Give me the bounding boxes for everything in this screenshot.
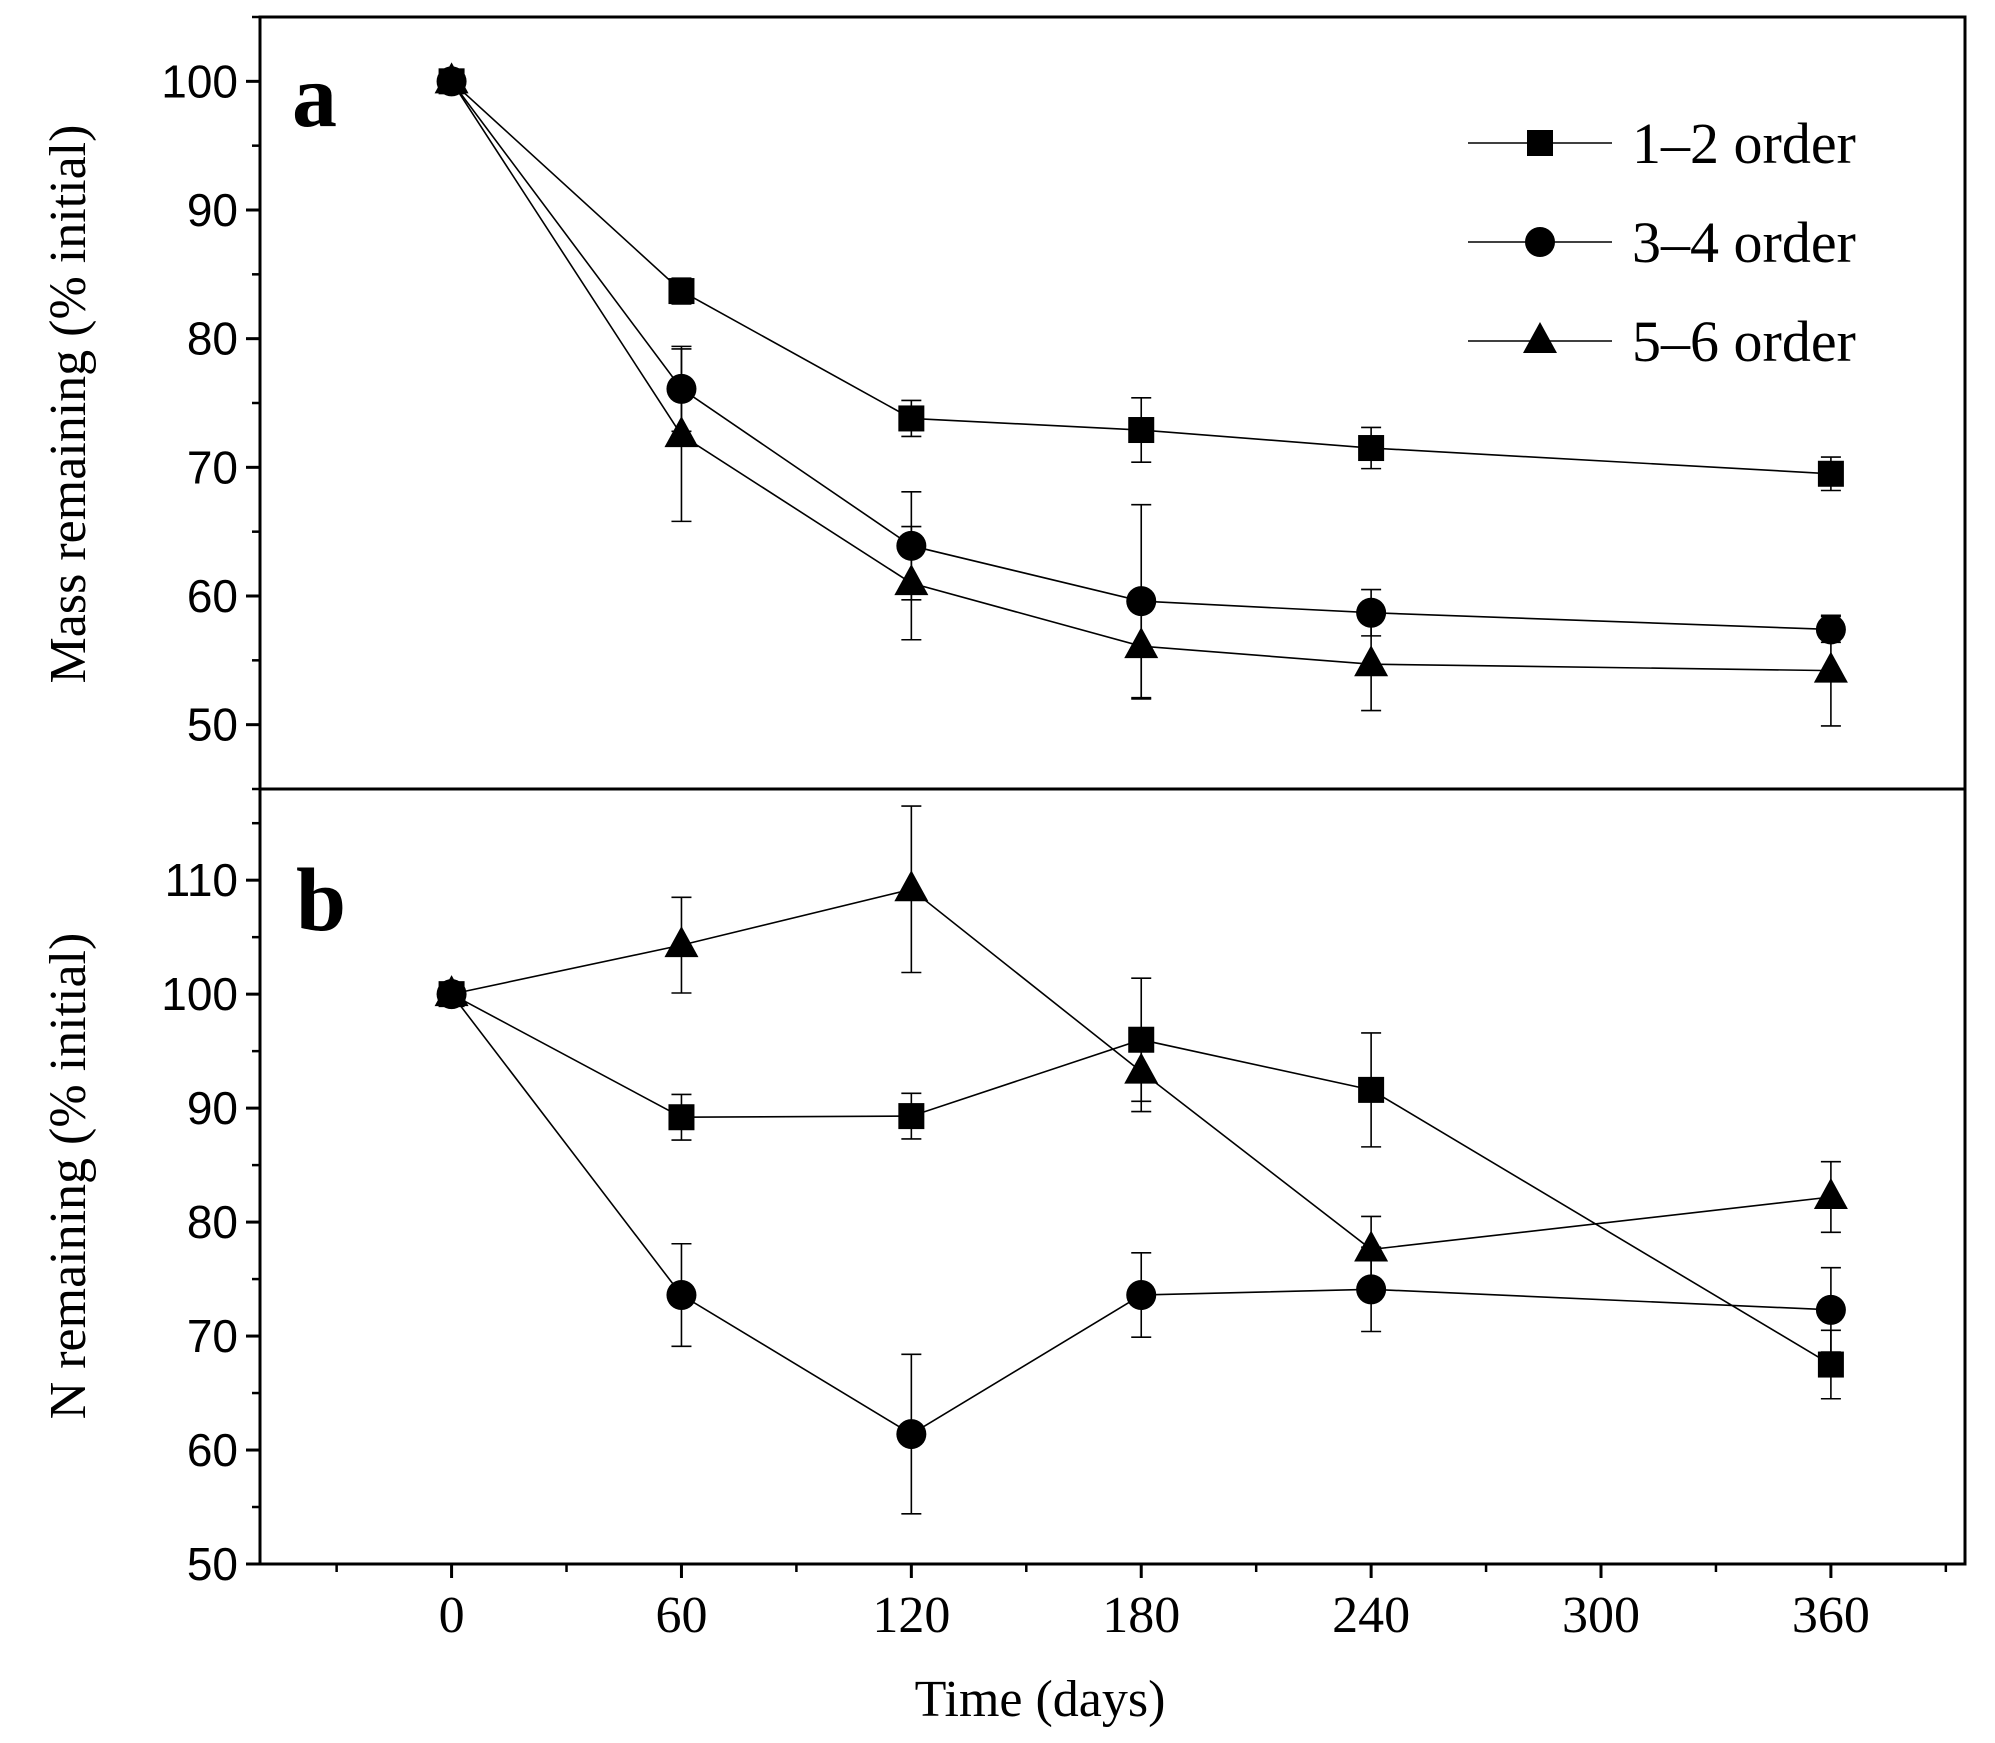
panel-a-5-6-order-point: [1813, 651, 1848, 683]
panel-b-3-4-order-point: [666, 1280, 697, 1311]
panel-a-5-6-order-point: [1124, 627, 1159, 659]
panel-a-y-tick-label: 70: [187, 441, 238, 493]
legend-label: 3–4 order: [1632, 210, 1856, 275]
x-tick-label: 240: [1332, 1587, 1410, 1644]
panel-a-y-tick-label: 50: [187, 699, 238, 751]
panel-b-y-axis-title: N remaining (% initial): [40, 933, 97, 1420]
panel-a-1-2-order-point: [898, 405, 925, 432]
panel-a-label: a: [292, 47, 337, 146]
panel-b-5-6-order-point: [1124, 1052, 1159, 1084]
legend-label: 5–6 order: [1632, 309, 1856, 374]
x-tick-label: 180: [1102, 1587, 1180, 1644]
panel-b-1-2-order-line: [451, 993, 1832, 1366]
x-axis-title: Time (days): [915, 1671, 1166, 1728]
legend-label: 1–2 order: [1632, 111, 1856, 176]
panel-a-5-6-order-point: [434, 62, 469, 94]
panel-a-5-6-order-line: [450, 80, 1831, 672]
panel-b-y-tick-label: 70: [187, 1310, 238, 1362]
x-tick-label: 0: [439, 1587, 465, 1644]
panel-a-5-6-order-point: [664, 416, 699, 448]
x-tick-label: 360: [1792, 1587, 1870, 1644]
legend-marker: [1523, 322, 1557, 353]
panel-b-1-2-order-point: [668, 1104, 695, 1131]
legend: 1–2 order 3–4 order 5–6 order: [1468, 111, 1856, 374]
panel-b-series: [434, 805, 1848, 1515]
panel-b-y-tick-label: 110: [165, 854, 238, 906]
panel-a-y-tick-label: 80: [187, 313, 238, 365]
legend-marker: [1525, 227, 1555, 257]
panel-b: 50 60 70 80 90 100 110 b N remaining (% initia…: [40, 787, 1967, 1590]
x-tick-label: 120: [872, 1587, 950, 1644]
panel-b-5-6-order-point: [664, 926, 699, 958]
panel-b-y-tick-label: 100: [161, 968, 238, 1020]
panel-b-3-4-order-point: [1126, 1280, 1157, 1311]
panel-b-frame: [258, 787, 1967, 1566]
panel-b-3-4-order-line: [450, 993, 1831, 1436]
panel-a-5-6-order-point: [1354, 645, 1389, 677]
panel-a-y-axis-title: Mass remaining (% initial): [40, 125, 97, 684]
panel-a-y-tick-label: 90: [187, 184, 238, 236]
panel-b-1-2-order-point: [898, 1103, 925, 1130]
panel-b-5-6-order-point: [1813, 1178, 1848, 1210]
panel-b-axes: 50 60 70 80 90 100 110: [161, 821, 260, 1590]
panel-a-5-6-order-point: [894, 564, 929, 596]
panel-b-y-tick-label: 80: [187, 1196, 238, 1248]
x-tick-label: 60: [655, 1587, 707, 1644]
x-axis: 0 60 120 180 240 300 360: [335, 1564, 1948, 1644]
panel-b-5-6-order-point: [434, 975, 469, 1007]
panel-b-y-tick-label: 90: [187, 1082, 238, 1134]
panel-a-3-4-order-line: [450, 80, 1831, 631]
panel-a-1-2-order-line: [451, 80, 1831, 475]
panel-a-series: [434, 62, 1848, 727]
panel-a-1-2-order-point: [1817, 460, 1844, 487]
panel-a-1-2-order-point: [668, 278, 695, 305]
legend-marker: [1527, 130, 1553, 156]
panel-a-axes: 50 60 70 80 90 100: [161, 15, 260, 791]
panel-b-5-6-order-line: [451, 888, 1831, 1251]
panel-b-label: b: [296, 851, 346, 950]
panel-b-y-tick-label: 50: [187, 1538, 238, 1590]
panel-b-1-2-order-point: [1358, 1076, 1385, 1103]
panel-a-y-tick-label: 60: [187, 570, 238, 622]
panel-a-3-4-order-point: [1356, 597, 1387, 628]
panel-a-1-2-order-point: [1358, 435, 1385, 462]
panel-b-3-4-order-point: [896, 1419, 927, 1450]
panel-b-3-4-order-point: [1815, 1294, 1846, 1325]
panel-a: 50 60 70 80 90 100 a Mass remaining (% initia…: [40, 15, 1967, 791]
x-tick-label: 300: [1562, 1587, 1640, 1644]
panel-b-1-2-order-point: [1817, 1351, 1844, 1378]
panel-a-y-tick-label: 100: [161, 55, 238, 107]
panel-b-5-6-order-point: [894, 870, 929, 902]
panel-a-1-2-order-point: [1128, 417, 1155, 444]
panel-b-5-6-order-point: [1354, 1230, 1389, 1262]
panel-b-y-tick-label: 60: [187, 1424, 238, 1476]
